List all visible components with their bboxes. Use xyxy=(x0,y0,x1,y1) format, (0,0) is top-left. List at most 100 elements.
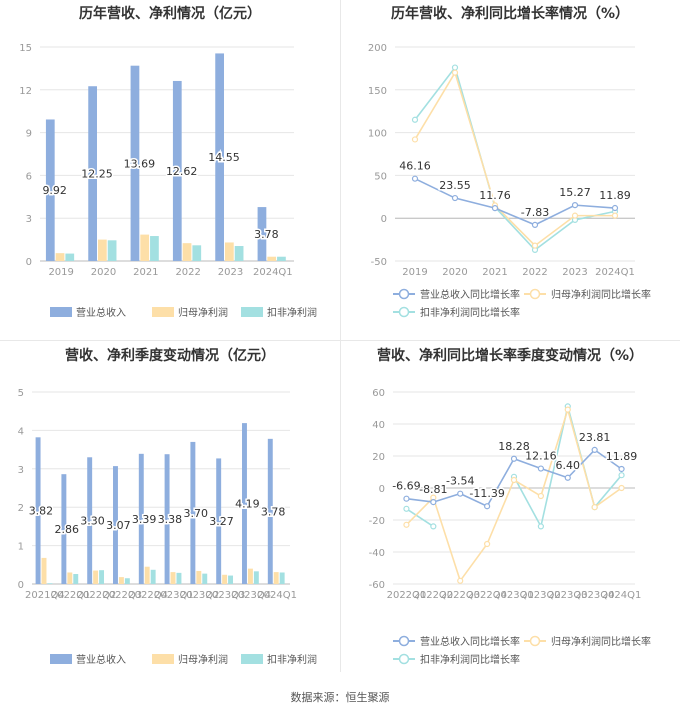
bar-revenue xyxy=(130,65,140,261)
x-tick-label: 2023 xyxy=(562,267,587,278)
data-label: -8.81 xyxy=(419,483,447,496)
bar-revenue xyxy=(87,457,93,584)
x-tick-label: 2022Q3 xyxy=(440,590,480,601)
x-tick-label: 2019 xyxy=(402,267,427,278)
bar-net-profit xyxy=(140,234,150,261)
data-point xyxy=(403,495,410,502)
y-tick-label: -60 xyxy=(369,580,385,591)
bar-revenue xyxy=(190,441,196,584)
data-label: 23.55 xyxy=(439,179,471,192)
x-tick-label: 2024Q1 xyxy=(257,590,297,601)
bar-revenue xyxy=(61,474,67,584)
bar-net-profit xyxy=(182,243,192,261)
y-tick-label: 0 xyxy=(379,484,385,495)
data-point xyxy=(411,136,419,143)
bar-net-profit xyxy=(41,557,47,584)
data-point xyxy=(564,406,571,413)
bar-net-profit xyxy=(196,570,202,584)
data-point xyxy=(403,505,410,512)
data-point xyxy=(484,540,491,548)
data-label: 13.69 xyxy=(124,157,156,170)
x-tick-label: 2023Q1 xyxy=(154,590,194,601)
y-tick-label: 4 xyxy=(18,426,24,437)
y-tick-label: -40 xyxy=(369,548,385,559)
x-tick-label: 2021 xyxy=(482,267,507,278)
data-point xyxy=(611,204,619,212)
data-label: 11.89 xyxy=(599,189,631,202)
data-point xyxy=(531,242,539,249)
legend-label: 营业总收入 xyxy=(76,306,126,319)
data-label: 2.86 xyxy=(55,523,80,536)
legend-swatch xyxy=(50,307,72,317)
bar-net-profit xyxy=(55,253,65,261)
data-label: 12.62 xyxy=(166,165,198,178)
data-point xyxy=(451,69,459,76)
bar-deducted-net-profit xyxy=(99,570,105,584)
data-point xyxy=(618,465,625,473)
series-line-revenue xyxy=(414,177,616,226)
bar-deducted-net-profit xyxy=(150,569,156,584)
data-label: 14.55 xyxy=(208,151,240,164)
bar-deducted-net-profit xyxy=(277,256,286,261)
x-tick-label: 2024Q1 xyxy=(595,267,635,278)
data-point xyxy=(571,212,579,219)
x-tick-label: 2022 xyxy=(175,267,200,278)
x-tick-label: 2020 xyxy=(91,267,116,278)
data-label: 12.25 xyxy=(81,168,113,181)
bar-deducted-net-profit xyxy=(192,245,202,261)
y-tick-label: 5 xyxy=(18,388,24,399)
data-point xyxy=(510,476,518,484)
data-point xyxy=(591,446,598,454)
x-tick-label: 2023Q1 xyxy=(494,590,534,601)
x-tick-label: 2024Q1 xyxy=(602,590,642,601)
x-tick-label: 2023Q4 xyxy=(575,590,615,601)
data-label: 9.92 xyxy=(42,184,67,197)
chart-title: 营收、净利同比增长率季度变动情况（%） xyxy=(377,347,643,364)
bar-deducted-net-profit xyxy=(234,246,244,261)
data-point xyxy=(531,221,539,229)
legend-marker xyxy=(398,288,410,300)
y-tick-label: 2 xyxy=(18,503,24,514)
x-tick-label: 2023Q3 xyxy=(548,590,588,601)
data-point xyxy=(451,64,459,71)
legend-swatch xyxy=(152,307,174,317)
vertical-divider xyxy=(340,0,341,672)
data-label: 12.16 xyxy=(525,450,557,463)
data-label: 3.38 xyxy=(158,513,183,526)
bar-deducted-net-profit xyxy=(150,236,159,261)
y-tick-label: 200 xyxy=(368,43,387,54)
bar-deducted-net-profit xyxy=(47,583,53,584)
y-tick-label: 3 xyxy=(26,214,32,225)
data-label: -7.83 xyxy=(521,206,549,219)
y-tick-label: 60 xyxy=(372,388,385,399)
chart-title: 营收、净利季度变动情况（亿元） xyxy=(65,347,275,364)
data-point xyxy=(537,492,544,500)
data-source-note: 数据来源：恒生聚源 xyxy=(290,691,390,704)
legend-swatch xyxy=(152,654,174,664)
y-tick-label: 100 xyxy=(368,129,387,140)
bar-revenue xyxy=(242,423,247,584)
x-tick-label: 2023Q3 xyxy=(206,590,246,601)
data-label: -6.69 xyxy=(392,480,420,493)
legend-marker xyxy=(529,288,541,300)
data-point xyxy=(618,472,625,479)
y-tick-label: 0 xyxy=(18,580,24,591)
x-tick-label: 2022Q3 xyxy=(102,590,142,601)
data-point xyxy=(537,465,544,472)
series-line-net-profit xyxy=(414,70,615,247)
data-point xyxy=(611,212,619,219)
data-label: 3.07 xyxy=(106,519,131,532)
bar-net-profit xyxy=(273,572,279,584)
bar-net-profit xyxy=(118,577,124,584)
legend-label: 扣非净利润 xyxy=(267,306,317,319)
x-tick-label: 2021Q4 xyxy=(25,590,65,601)
data-label: 6.40 xyxy=(556,459,581,472)
data-label: 3.70 xyxy=(184,507,209,520)
legend-label: 归母净利润同比增长率 xyxy=(551,288,651,301)
series-line-deducted-net-profit xyxy=(406,508,434,528)
bar-deducted-net-profit xyxy=(124,578,130,584)
y-tick-label: 20 xyxy=(372,452,385,463)
bar-deducted-net-profit xyxy=(202,573,208,584)
bar-deducted-net-profit xyxy=(279,572,285,584)
y-tick-label: 9 xyxy=(26,129,32,140)
